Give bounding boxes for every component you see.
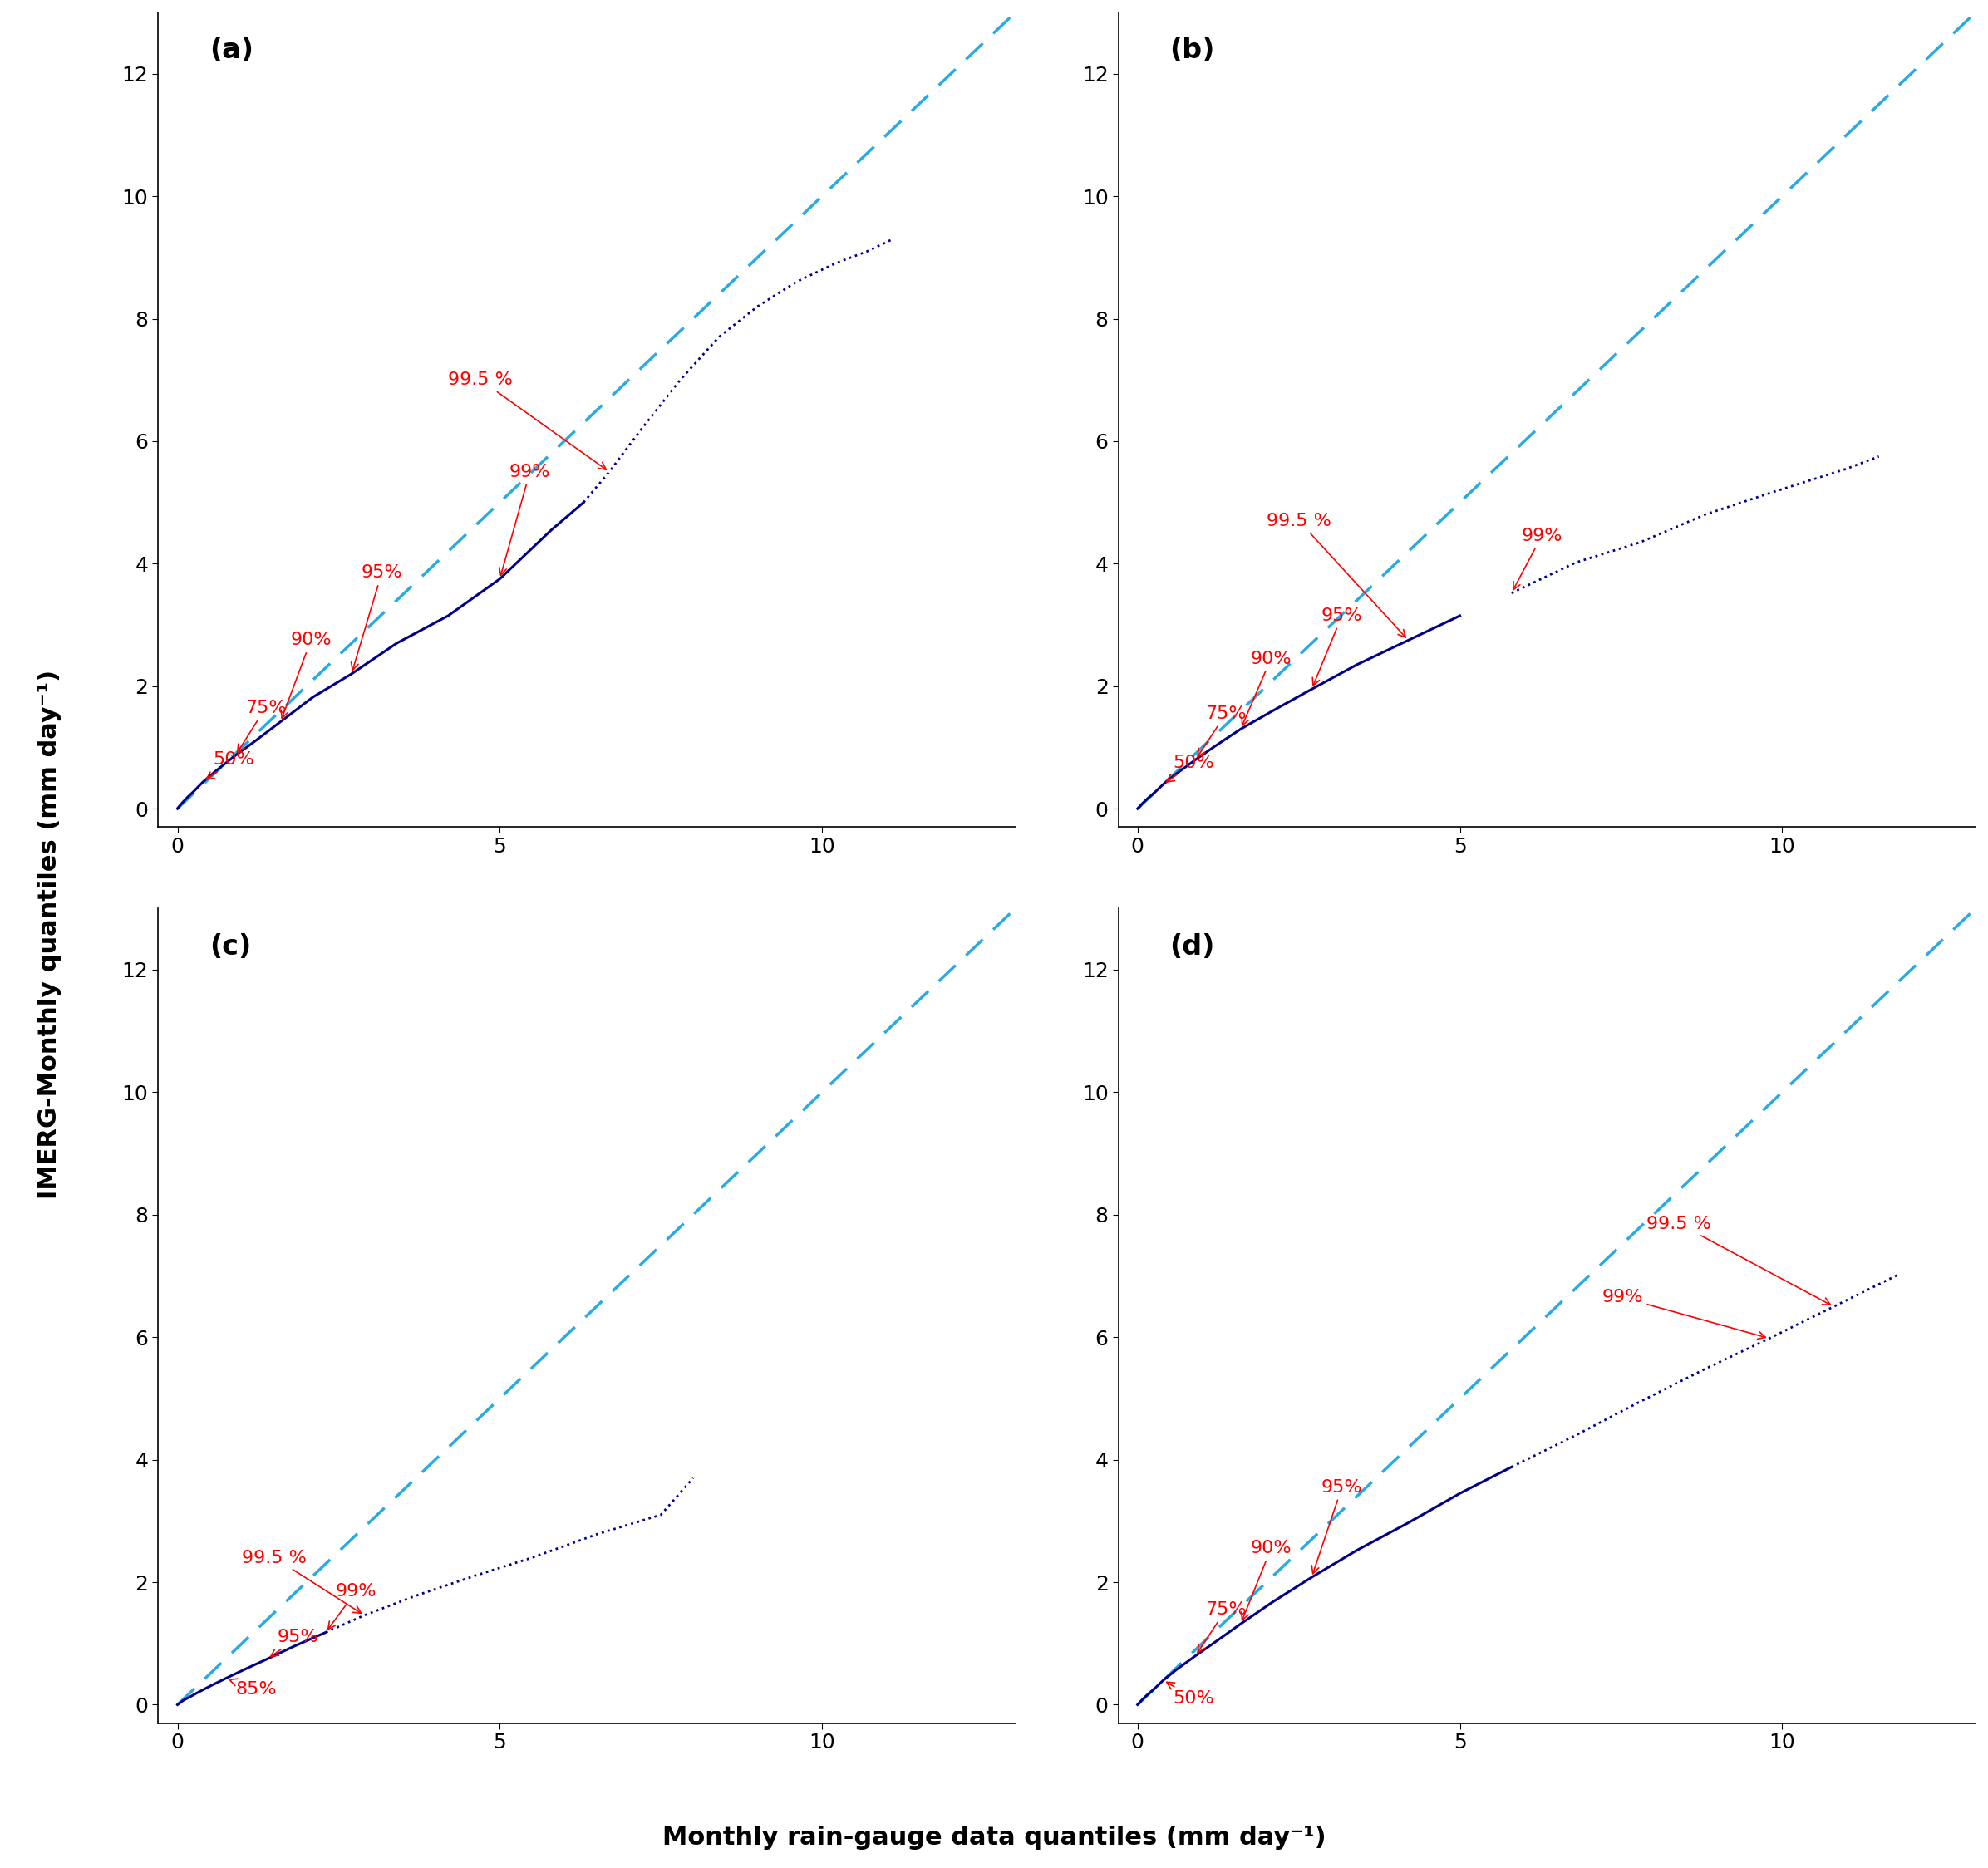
Text: 95%: 95% [352, 564, 402, 671]
Text: 50%: 50% [1167, 1683, 1215, 1707]
Text: 99%: 99% [499, 463, 551, 575]
Text: 85%: 85% [229, 1679, 276, 1698]
Text: 90%: 90% [1241, 1541, 1292, 1620]
Text: 90%: 90% [1242, 650, 1292, 725]
Text: IMERG-Monthly quantiles (mm day⁻¹): IMERG-Monthly quantiles (mm day⁻¹) [38, 669, 62, 1199]
Text: 75%: 75% [1197, 1601, 1246, 1653]
Text: Monthly rain-gauge data quantiles (mm day⁻¹): Monthly rain-gauge data quantiles (mm da… [662, 1825, 1326, 1849]
Text: 75%: 75% [1197, 706, 1246, 757]
Text: 99.5 %: 99.5 % [1646, 1216, 1831, 1304]
Text: (c): (c) [209, 932, 250, 960]
Text: (a): (a) [209, 37, 254, 64]
Text: 99.5 %: 99.5 % [243, 1549, 362, 1614]
Text: 95%: 95% [1312, 1479, 1362, 1573]
Text: 99.5 %: 99.5 % [1266, 512, 1406, 637]
Text: 99.5 %: 99.5 % [447, 372, 606, 469]
Text: 90%: 90% [280, 631, 332, 717]
Text: (b): (b) [1169, 37, 1215, 64]
Text: 75%: 75% [237, 699, 286, 753]
Text: 95%: 95% [1312, 607, 1362, 686]
Text: 99%: 99% [328, 1582, 376, 1629]
Text: 99%: 99% [1513, 529, 1563, 590]
Text: 50%: 50% [207, 751, 254, 779]
Text: 50%: 50% [1167, 755, 1215, 783]
Text: (d): (d) [1169, 932, 1215, 960]
Text: 99%: 99% [1602, 1289, 1765, 1339]
Text: 95%: 95% [270, 1629, 318, 1657]
